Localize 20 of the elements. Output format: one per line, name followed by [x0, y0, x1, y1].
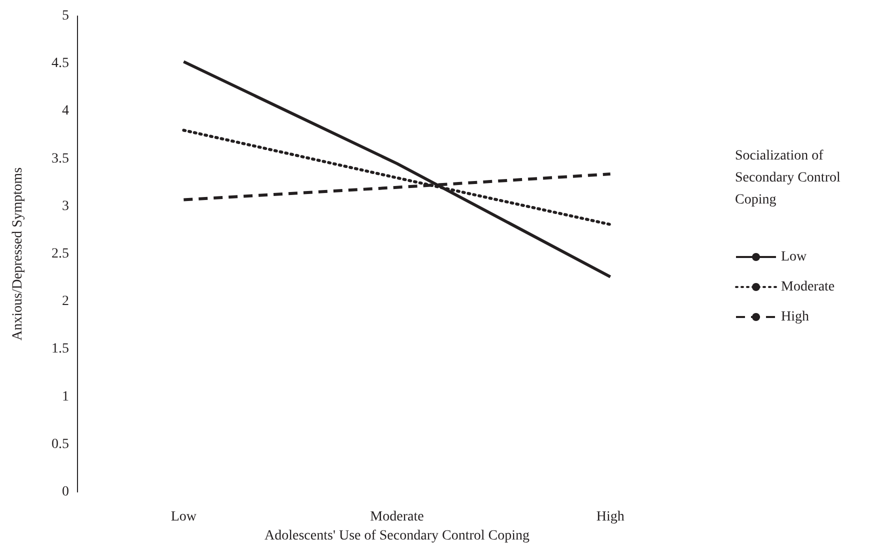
legend-title: Socialization of Secondary Control Coping [735, 148, 844, 208]
y-tick-label: 4 [62, 104, 69, 119]
y-tick-label: 3.5 [52, 151, 69, 166]
y-tick-label: 3 [62, 198, 69, 214]
y-tick-label: 0.5 [52, 436, 69, 452]
x-tick-label: Low [170, 510, 198, 524]
y-tick-label: 1.5 [52, 342, 69, 357]
legend-label: Moderate [781, 280, 835, 294]
legend-label: Low [781, 250, 808, 264]
y-axis-title: Anxious/Depressed Symptoms [10, 167, 26, 341]
x-axis-title: Adolescents' Use of Secondary Control Coping [264, 528, 530, 544]
y-tick-label: 1 [62, 389, 69, 404]
y-tick-label: 5 [62, 8, 69, 24]
x-tick-label: Moderate [370, 510, 424, 524]
x-tick-label: High [596, 510, 624, 524]
y-tick-label: 2 [62, 294, 69, 310]
y-tick-label: 2.5 [52, 246, 69, 262]
y-tick-label: 4.5 [52, 56, 69, 72]
legend-label: High [781, 310, 809, 324]
y-tick-label: 0 [62, 484, 69, 500]
